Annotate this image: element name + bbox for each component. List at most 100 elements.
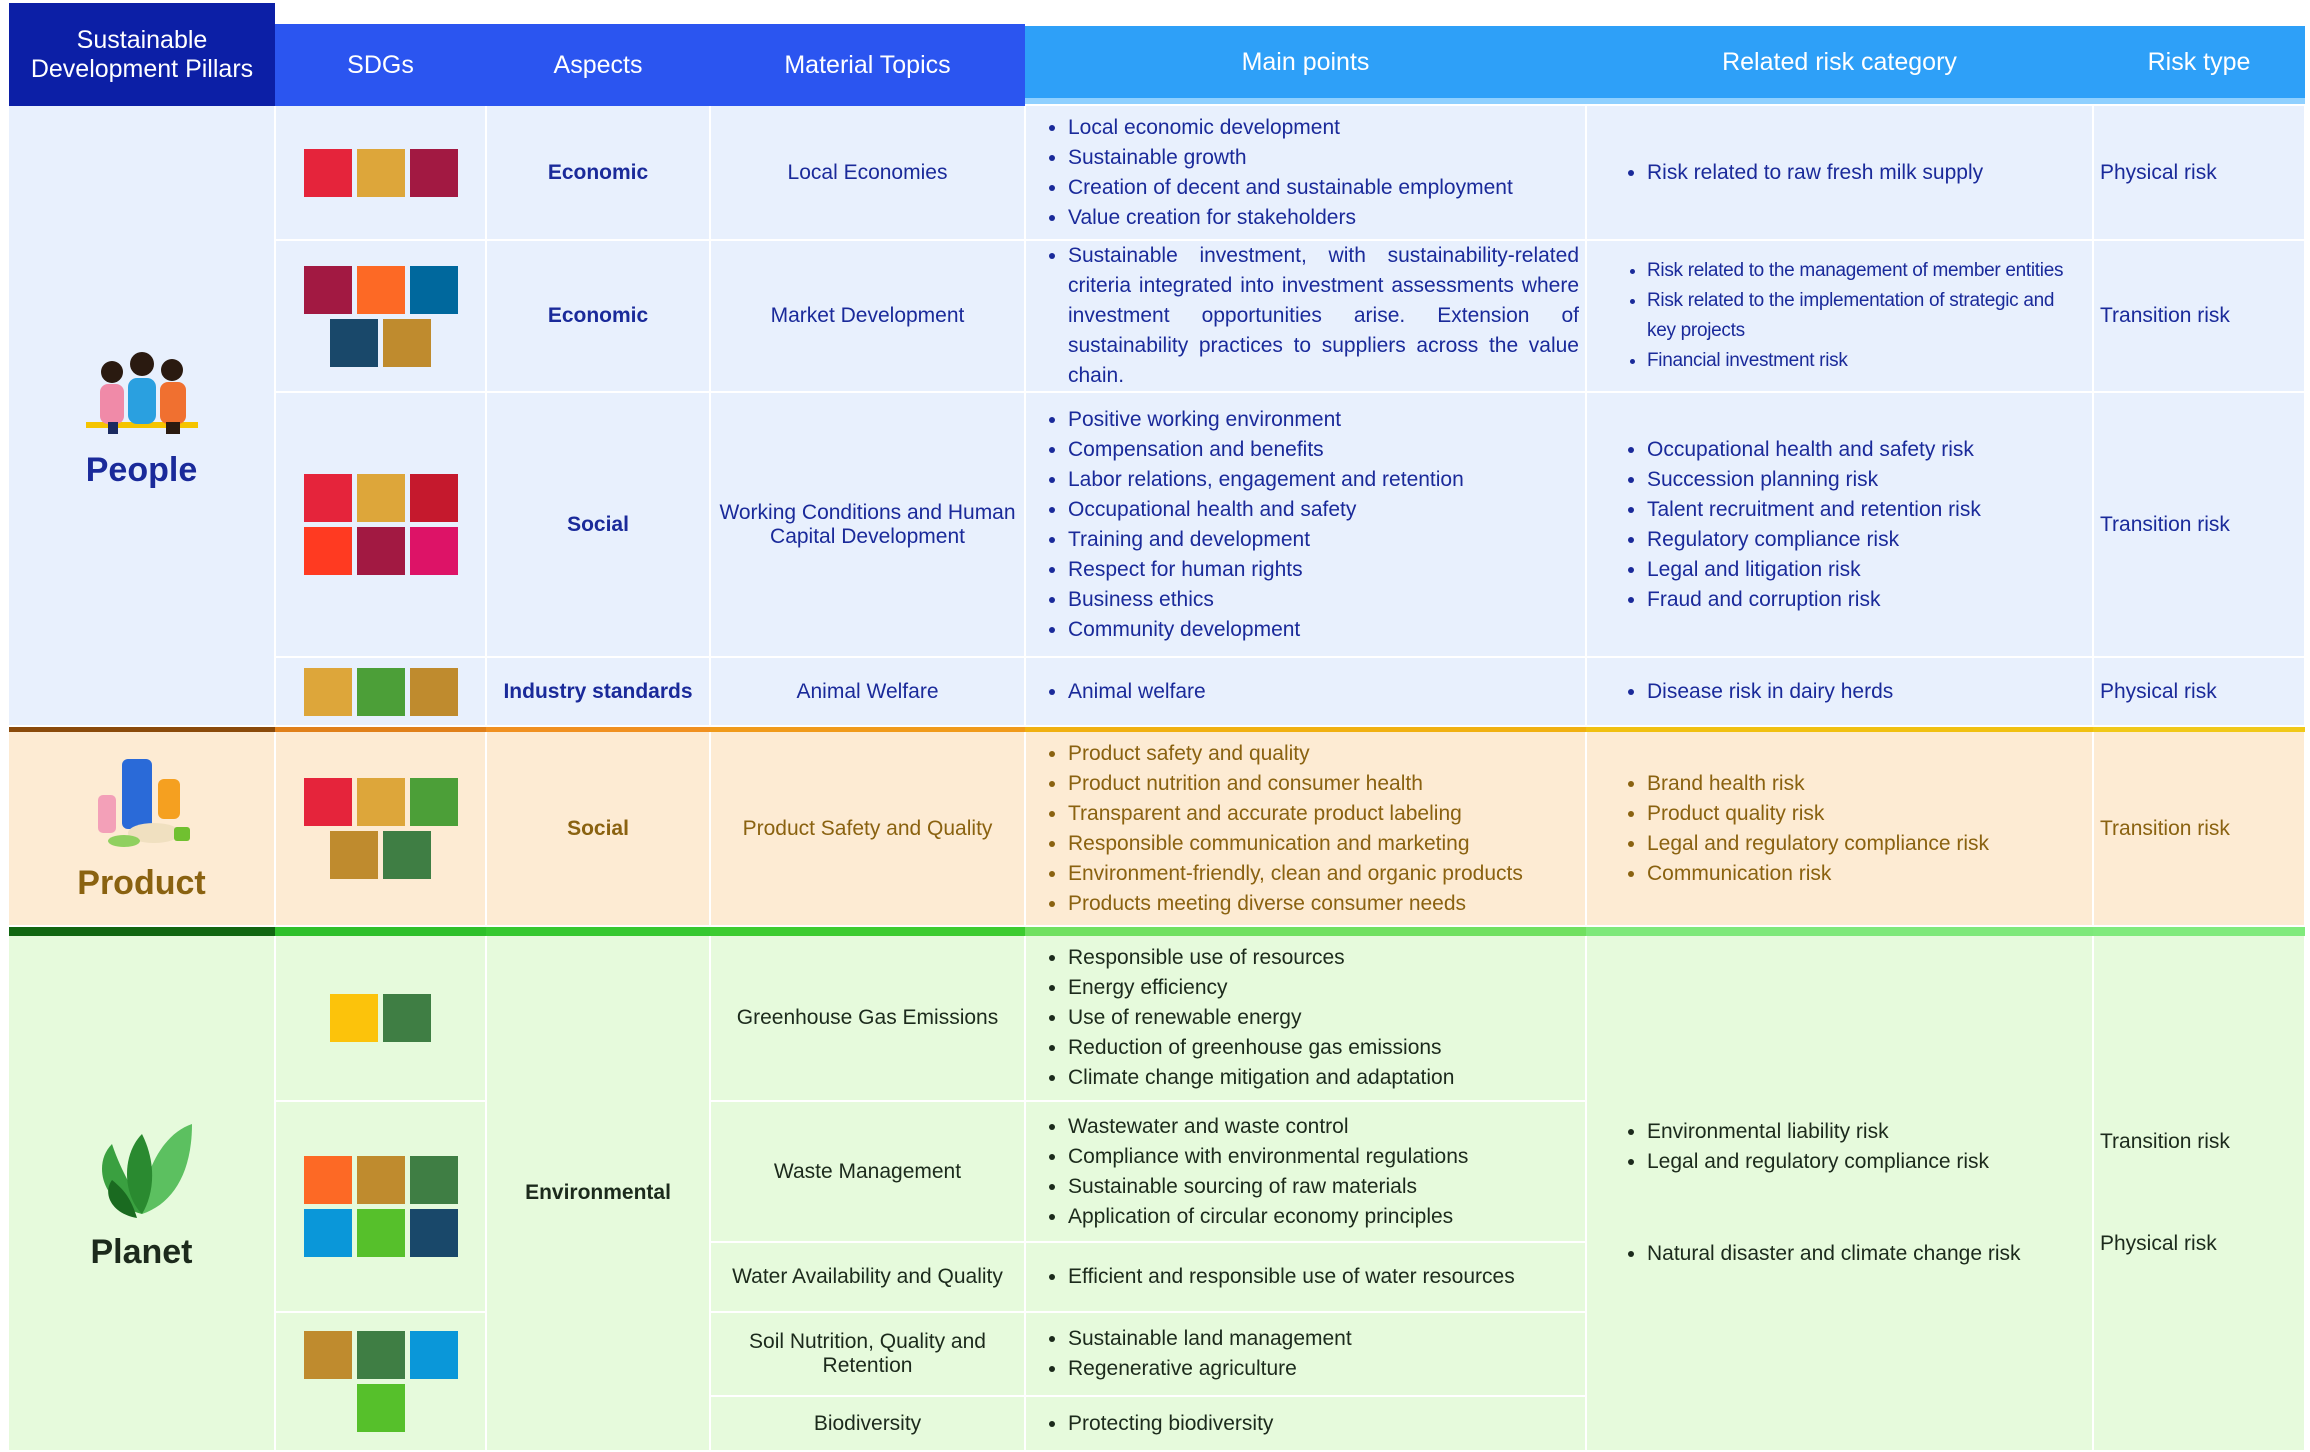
topic-cell: Greenhouse Gas Emissions bbox=[710, 936, 1026, 1102]
bullet-item: Environmental liability risk bbox=[1647, 1117, 2086, 1147]
bullet-item: Communication risk bbox=[1647, 859, 2086, 889]
header-aspects-box: Aspects bbox=[486, 24, 710, 106]
pillar-cell: Product bbox=[9, 732, 276, 927]
bullet-list: Environmental liability riskLegal and re… bbox=[1593, 1117, 2086, 1269]
bullet-item: Animal welfare bbox=[1068, 677, 1579, 707]
sdg-icon bbox=[356, 474, 405, 522]
aspect-cell: Social bbox=[486, 392, 711, 658]
bullet-item: Sustainable sourcing of raw materials bbox=[1068, 1172, 1579, 1202]
sdg-icon bbox=[356, 265, 405, 314]
bullet-item: Respect for human rights bbox=[1068, 555, 1579, 585]
header-pillars-box: Sustainable Development Pillars bbox=[9, 3, 275, 106]
row bbox=[9, 926, 2305, 936]
risk-type: Physical risk bbox=[2100, 679, 2217, 703]
divider bbox=[275, 726, 486, 732]
risk-type-cell: Transition risk bbox=[2093, 240, 2306, 393]
row: Water Availability and Quality Efficient … bbox=[9, 1242, 2305, 1313]
sdg-icon bbox=[356, 527, 405, 575]
bullet-list: Product safety and qualityProduct nutrit… bbox=[1032, 739, 1579, 919]
topic: Waste Management bbox=[773, 1159, 962, 1183]
bullet-item: Risk related to the management of member… bbox=[1647, 256, 2086, 286]
divider bbox=[710, 726, 1025, 732]
aspect-cell: Economic bbox=[486, 240, 711, 393]
aspect: Economic bbox=[547, 160, 649, 184]
sdg-icon bbox=[356, 778, 405, 826]
topic: Biodiversity bbox=[813, 1411, 922, 1435]
risk-type-cell: Physical risk bbox=[2093, 657, 2306, 727]
aspect: Social bbox=[567, 816, 629, 840]
row: Economic Market Development Sustainable in… bbox=[9, 240, 2306, 393]
bullet-item: Occupational health and safety risk bbox=[1647, 435, 2086, 465]
bullet-item: Positive working environment bbox=[1068, 405, 1579, 435]
sdg-icon bbox=[409, 527, 458, 575]
sdg-icon bbox=[383, 831, 431, 879]
aspect: Economic bbox=[547, 304, 649, 327]
sdg-icons bbox=[301, 1331, 461, 1432]
sdg-icon bbox=[330, 318, 378, 367]
sdg-icons bbox=[301, 667, 461, 716]
topic-cell: Animal Welfare bbox=[710, 657, 1026, 727]
divider bbox=[9, 926, 275, 936]
main-points-cell: Positive working environmentCompensation… bbox=[1025, 392, 1587, 658]
bullet-item: Legal and regulatory compliance risk bbox=[1647, 829, 2086, 859]
sdg-icon bbox=[303, 778, 352, 826]
divider bbox=[275, 926, 486, 936]
bullet-item: Wastewater and waste control bbox=[1068, 1112, 1579, 1142]
risk-type: Physical risk bbox=[2100, 160, 2217, 184]
topic-cell: Market Development bbox=[710, 240, 1026, 393]
row: Soil Nutrition, Quality and Retention Sus… bbox=[9, 1312, 2305, 1452]
sdg-icon bbox=[409, 148, 458, 197]
bullet-item: Efficient and responsible use of water r… bbox=[1068, 1262, 1579, 1292]
sdg-icon bbox=[356, 1156, 405, 1204]
divider bbox=[710, 926, 1025, 936]
bullet-item: Application of circular economy principl… bbox=[1068, 1202, 1579, 1232]
bullet-list: Wastewater and waste controlCompliance w… bbox=[1032, 1112, 1579, 1232]
sdg-icon bbox=[356, 148, 405, 197]
divider bbox=[1586, 926, 2093, 936]
bullet-item: Regulatory compliance risk bbox=[1647, 525, 2086, 555]
main-points-cell: Sustainable land managementRegenerative … bbox=[1025, 1312, 1587, 1397]
pillar-cell: People bbox=[9, 106, 276, 727]
sdg-icon bbox=[303, 1331, 352, 1379]
header-topics: Material Topics bbox=[710, 0, 1025, 106]
pillar-cell: Planet bbox=[9, 936, 276, 1452]
sdg-cell bbox=[275, 936, 487, 1102]
main-points-cell: Local economic developmentSustainable gr… bbox=[1025, 106, 1587, 241]
sdg-cell bbox=[275, 732, 487, 927]
sdg-cell bbox=[275, 240, 487, 393]
risk-type-cell: Physical risk bbox=[2093, 106, 2306, 241]
sdg-icon bbox=[303, 1209, 352, 1257]
sdg-icon bbox=[356, 1384, 405, 1432]
topic: Animal Welfare bbox=[796, 679, 939, 703]
bullet-list: Risk related to raw fresh milk supply bbox=[1593, 158, 2086, 188]
sdg-icon bbox=[383, 994, 431, 1042]
bullet-item: Transparent and accurate product labelin… bbox=[1068, 799, 1579, 829]
topic-cell: Working Conditions and Human Capital Dev… bbox=[710, 392, 1026, 658]
bullet-item: Responsible communication and marketing bbox=[1068, 829, 1579, 859]
bullet-item: Fraud and corruption risk bbox=[1647, 585, 2086, 615]
risk-type-cell: Transition risk Physical risk bbox=[2093, 936, 2306, 1452]
bullet-list: Animal welfare bbox=[1032, 677, 1579, 707]
topic-cell: Water Availability and Quality bbox=[710, 1242, 1026, 1313]
bullet-list: Positive working environmentCompensation… bbox=[1032, 405, 1579, 645]
main-points-cell: Responsible use of resourcesEnergy effic… bbox=[1025, 936, 1587, 1102]
sdg-icon bbox=[303, 474, 352, 522]
bullet-list: Disease risk in dairy herds bbox=[1593, 677, 2086, 707]
bullet-item: Energy efficiency bbox=[1068, 973, 1579, 1003]
risks-cell: Risk related to the management of member… bbox=[1586, 240, 2094, 393]
bullet-list: Occupational health and safety riskSucce… bbox=[1593, 435, 2086, 615]
risks-cell: Disease risk in dairy herds bbox=[1586, 657, 2094, 727]
bullet-list: Efficient and responsible use of water r… bbox=[1032, 1262, 1579, 1292]
sdg-cell bbox=[275, 106, 487, 241]
sdg-icon bbox=[330, 831, 378, 879]
bullet-item: Labor relations, engagement and retentio… bbox=[1068, 465, 1579, 495]
risk-type: Physical risk bbox=[2100, 1232, 2217, 1255]
header-related-risk-category: Related risk category bbox=[1586, 0, 2093, 106]
row bbox=[9, 726, 2305, 732]
header-risk-type-box: Risk type bbox=[2093, 26, 2305, 104]
bullet-item: Products meeting diverse consumer needs bbox=[1068, 889, 1579, 919]
bullet-item: Business ethics bbox=[1068, 585, 1579, 615]
